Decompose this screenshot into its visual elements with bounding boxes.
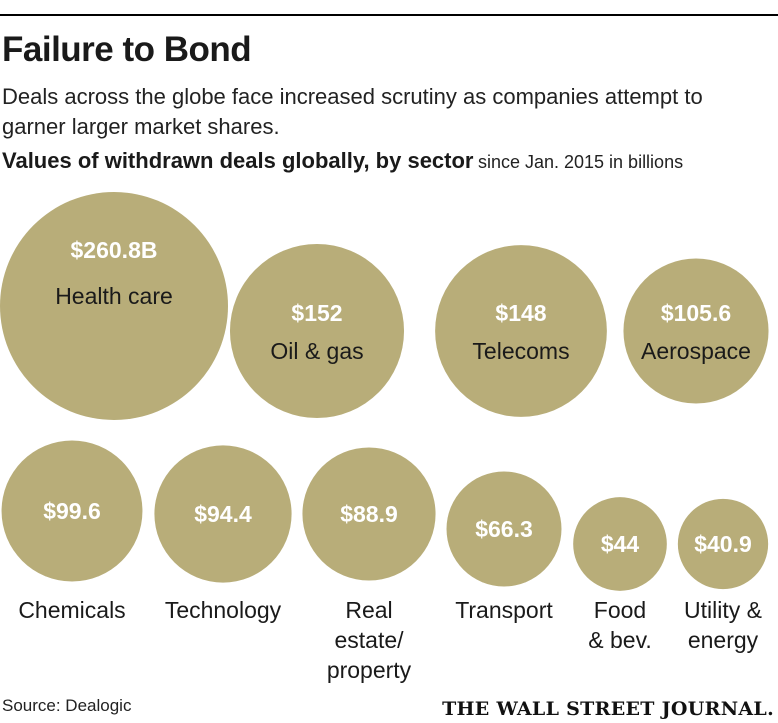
bubble-category-label: Aerospace — [641, 338, 751, 364]
bubble-technology: $94.4 Technology — [154, 445, 292, 623]
bubble-category-label: estate/ — [334, 627, 404, 653]
bubble-category-label: property — [327, 657, 412, 683]
bubble-category-label: Transport — [455, 597, 553, 623]
bubble-circle — [154, 445, 292, 583]
bubble-circle — [446, 471, 562, 587]
bubble-category-label: Telecoms — [472, 338, 569, 364]
bubble-food-bev: $44 Food & bev. — [573, 497, 667, 653]
bubble-value-label: $40.9 — [694, 531, 752, 557]
bubble-category-label: Chemicals — [18, 597, 125, 623]
bubble-utility-energy: $40.9 Utility & energy — [677, 498, 769, 653]
publisher-logo: THE WALL STREET JOURNAL. — [442, 698, 774, 720]
chart-title: Failure to Bond — [2, 30, 252, 69]
bubble-category-label: Utility & — [684, 597, 762, 623]
chart-heading: Values of withdrawn deals globally, by s… — [2, 148, 683, 174]
bubble-real-estate-property: $88.9 Real estate/property — [302, 447, 436, 683]
bubble-value-label: $66.3 — [475, 516, 533, 542]
bubble-chemicals: $99.6 Chemicals — [1, 440, 143, 623]
bubble-circle — [623, 258, 769, 404]
bubble-value-label: $88.9 — [340, 501, 398, 527]
bubble-value-label: $99.6 — [43, 498, 101, 524]
bubble-transport: $66.3 Transport — [446, 471, 562, 623]
bubble-circle — [0, 192, 228, 420]
bubble-value-label: $148 — [495, 300, 546, 326]
top-rule — [0, 14, 778, 16]
bubble-circle — [302, 447, 436, 581]
bubble-category-label: energy — [688, 627, 759, 653]
source-note: Source: Dealogic — [2, 696, 132, 715]
bubble-aerospace: $105.6 Aerospace — [623, 258, 769, 404]
chart-heading-unit: since Jan. 2015 in billions — [477, 152, 684, 172]
bubble-circle — [229, 243, 405, 419]
bubble-oil-gas: $152 Oil & gas — [229, 243, 405, 419]
chart-heading-main: Values of withdrawn deals globally, by s… — [2, 148, 474, 173]
bubble-category-label: Oil & gas — [270, 338, 363, 364]
bubble-value-label: $94.4 — [194, 501, 252, 527]
bubble-value-label: $44 — [601, 531, 640, 557]
bubble-value-label: $152 — [291, 300, 342, 326]
bubble-category-label: Real — [345, 597, 392, 623]
bubble-telecoms: $148 Telecoms — [435, 245, 607, 417]
chart-subtitle: Deals across the globe face increased sc… — [2, 84, 703, 139]
bubble-value-label: $260.8B — [71, 237, 158, 263]
bubble-circle — [435, 245, 607, 417]
bubble-value-label: $105.6 — [661, 300, 731, 326]
bubble-health-care: $260.8B Health care — [0, 192, 228, 420]
bubble-category-label: Food — [594, 597, 646, 623]
bubble-category-label: Technology — [165, 597, 282, 623]
bubble-circle — [573, 497, 667, 591]
bubble-category-label: & bev. — [588, 627, 652, 653]
bubble-circle — [1, 440, 143, 582]
bubble-circle — [677, 498, 769, 590]
bubble-category-label: Health care — [55, 283, 173, 309]
